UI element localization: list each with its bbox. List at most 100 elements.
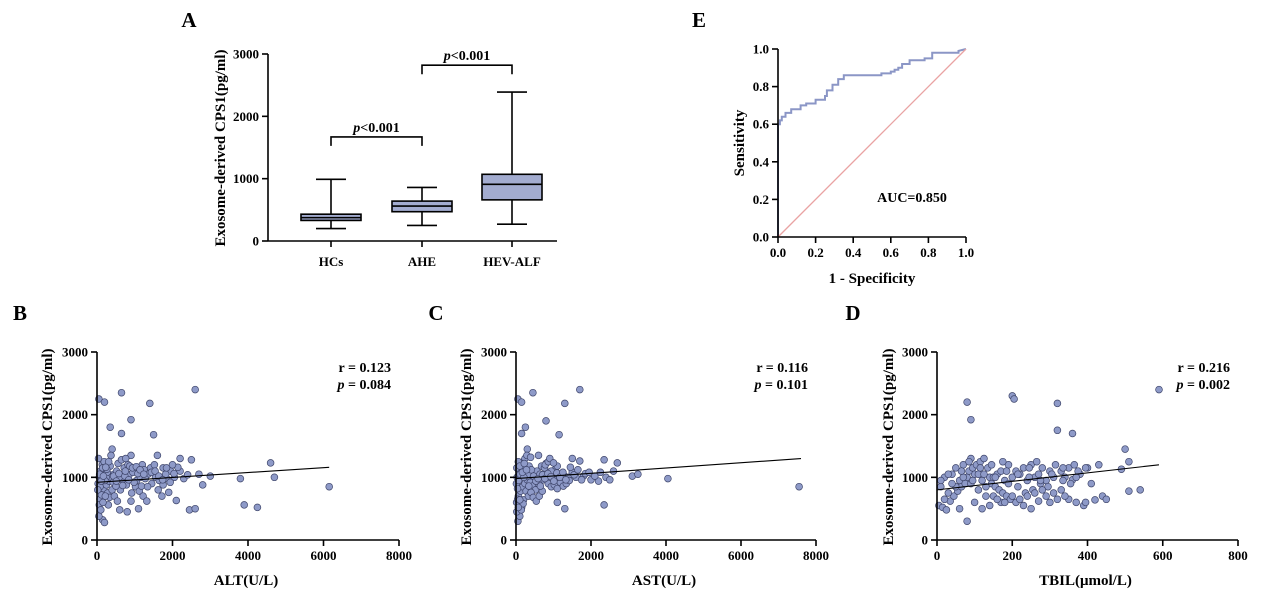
panel-a-category-label: HCs bbox=[319, 254, 344, 269]
panel-d-y-tick-label: 2000 bbox=[902, 407, 928, 422]
panel-e-y-tick-label: 0.4 bbox=[753, 154, 770, 169]
panel-d-chart: 0 1000 2000 3000 0 200 400 600 800 r = 0.216 p = 0… bbox=[881, 345, 1248, 590]
panel-b-data-point bbox=[97, 506, 105, 514]
panel-d-data-point bbox=[985, 501, 994, 510]
panel-d-x-tick-label: 600 bbox=[1153, 548, 1173, 563]
panel-e-chart: 0.0 0.2 0.4 0.6 0.8 1.0 0.0 0.2 0.4 0.6 0.8 1.0 AUC=… bbox=[732, 42, 974, 288]
panel-d-data-point bbox=[1044, 482, 1052, 491]
panel-c-regression-line bbox=[515, 457, 802, 480]
panel-d-data-point bbox=[987, 461, 996, 469]
panel-b-data-point bbox=[266, 459, 275, 467]
panel-d-data-point bbox=[944, 489, 953, 497]
panel-b-data-point bbox=[115, 506, 124, 514]
panel-letter-a: A bbox=[181, 8, 197, 32]
panel-d-data-point bbox=[1059, 476, 1067, 485]
panel-b-data-point bbox=[153, 451, 162, 460]
panel-d-data-point bbox=[978, 504, 986, 513]
panel-d-data-point bbox=[950, 492, 958, 500]
panel-a-category-label: AHE bbox=[408, 254, 436, 269]
panel-a-p-value-label: p<0.001 bbox=[443, 49, 490, 64]
panel-letter-b: B bbox=[13, 301, 27, 325]
panel-d-data-point bbox=[1059, 464, 1067, 472]
panel-b-data-point bbox=[121, 454, 130, 463]
panel-b-data-point bbox=[198, 481, 207, 489]
panel-e-x-axis-title: 1 - Specificity bbox=[829, 271, 916, 287]
panel-b-regression-line bbox=[96, 466, 330, 483]
panel-d-data-point bbox=[980, 454, 988, 463]
panel-c-x-tick-label: 4000 bbox=[653, 548, 679, 563]
panel-b-data-point bbox=[206, 472, 215, 480]
panel-a-box-3 bbox=[481, 91, 543, 225]
panel-c-data-point bbox=[549, 459, 558, 467]
panel-d-data-point bbox=[1057, 486, 1065, 494]
panel-c-data-point bbox=[566, 463, 575, 472]
panel-a-significance-bracket bbox=[421, 64, 513, 75]
panel-d-data-point bbox=[993, 495, 1001, 504]
panel-d-data-point bbox=[942, 506, 951, 514]
panel-d-data-point bbox=[1048, 470, 1056, 478]
panel-b-data-point bbox=[134, 504, 143, 513]
panel-d-data-point bbox=[957, 467, 966, 475]
panel-d-data-point bbox=[1053, 399, 1062, 408]
panel-b-data-point bbox=[123, 508, 131, 516]
panel-e-y-tick-label: 0.0 bbox=[753, 230, 769, 245]
panel-b-y-tick-label: 2000 bbox=[62, 407, 88, 422]
panel-b-data-point bbox=[166, 478, 174, 487]
panel-d-data-point bbox=[991, 473, 1000, 482]
panel-c-chart: 0 1000 2000 3000 0 2000 4000 6000 8000 r = 0.116 p… bbox=[459, 345, 829, 590]
panel-c-data-point bbox=[536, 482, 545, 490]
panel-c-data-point bbox=[523, 445, 532, 453]
panel-d-data-point bbox=[1031, 489, 1039, 497]
panel-b-data-point bbox=[240, 501, 248, 509]
panel-b-data-point bbox=[99, 498, 107, 507]
panel-d-p-value: p = 0.002 bbox=[1176, 378, 1230, 393]
panel-d-data-point bbox=[1000, 498, 1009, 507]
panel-c-data-point bbox=[634, 470, 642, 478]
panel-d-data-point bbox=[1068, 429, 1077, 438]
panel-letter-c: C bbox=[428, 301, 443, 325]
panel-b-x-tick-label: 6000 bbox=[311, 548, 337, 563]
panel-b-data-point bbox=[143, 482, 152, 491]
panel-d-y-axis-title: Exosome-derived CPS1(pg/ml) bbox=[881, 348, 897, 545]
panel-b-data-point bbox=[146, 399, 154, 408]
panel-b-data-point bbox=[117, 388, 126, 397]
panel-b-data-point bbox=[158, 492, 166, 500]
panel-a-y-tick-label: 2000 bbox=[233, 109, 259, 124]
panel-d-data-point bbox=[937, 476, 945, 485]
panel-c-data-point bbox=[522, 466, 531, 474]
panel-e-y-axis-title: Sensitivity bbox=[732, 109, 748, 176]
panel-d-x-tick-label: 800 bbox=[1228, 548, 1248, 563]
panel-c-data-point bbox=[600, 501, 608, 509]
panel-c-y-tick-label: 3000 bbox=[481, 345, 507, 360]
panel-d-data-point bbox=[1034, 470, 1043, 478]
panel-c-data-point bbox=[561, 504, 569, 513]
panel-d-data-point bbox=[1002, 467, 1011, 475]
panel-b-y-axis-title: Exosome-derived CPS1(pg/ml) bbox=[40, 348, 56, 545]
panel-d-data-point bbox=[1025, 464, 1033, 472]
panel-c-data-point bbox=[526, 453, 535, 462]
panel-e-x-tick-label: 0.2 bbox=[807, 245, 823, 260]
panel-b-data-point bbox=[140, 470, 148, 478]
panel-b-data-point bbox=[270, 473, 279, 482]
panel-b-data-point bbox=[113, 497, 122, 505]
panel-b-data-point bbox=[108, 445, 116, 453]
panel-d-data-point bbox=[940, 495, 949, 504]
panel-b-chart: 0 1000 2000 3000 0 2000 4000 6000 8000 r = 0.123 p… bbox=[40, 345, 412, 590]
panel-b-data-point bbox=[127, 415, 135, 424]
panel-letter-d: D bbox=[845, 301, 860, 325]
panel-d-data-point bbox=[1046, 498, 1054, 507]
panel-c-data-point bbox=[606, 476, 614, 484]
panel-c-x-tick-label: 6000 bbox=[728, 548, 754, 563]
panel-c-data-point bbox=[594, 477, 603, 485]
panel-b-data-point bbox=[101, 492, 110, 500]
panel-d-data-point bbox=[1042, 492, 1050, 500]
panel-c-data-point bbox=[576, 385, 584, 394]
panel-b-data-point bbox=[94, 486, 102, 494]
panel-a-chart: 0 1000 2000 3000 HCs AHE HEV-ALF p<0.001 p<0.001… bbox=[213, 47, 557, 269]
panel-d-data-point bbox=[970, 498, 979, 507]
panel-d-data-point bbox=[1061, 492, 1069, 500]
panel-b-data-point bbox=[149, 430, 158, 439]
panel-c-x-tick-label: 2000 bbox=[578, 548, 604, 563]
panel-b-data-point bbox=[139, 492, 147, 500]
panel-d-data-point bbox=[1032, 457, 1041, 466]
